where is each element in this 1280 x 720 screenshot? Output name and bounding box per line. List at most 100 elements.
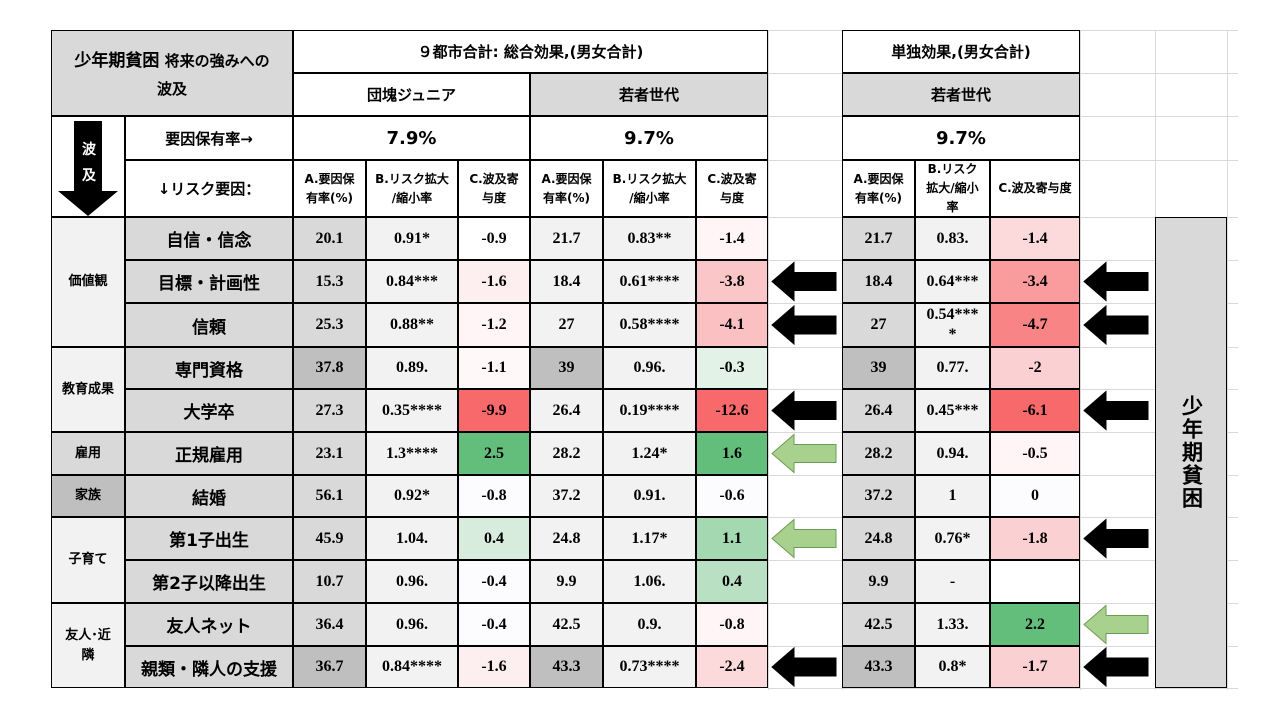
young-risk: 0.73****: [603, 646, 696, 688]
side-label-box: 少年期貧困: [1155, 217, 1227, 688]
young-contribution: 0.4: [696, 560, 768, 603]
dankai-contribution: 2.5: [458, 432, 530, 475]
value: 42.5: [864, 615, 893, 633]
value: 37.8: [315, 359, 344, 376]
factor-name: 専門資格: [125, 347, 293, 389]
single-risk: 0.76*: [915, 517, 990, 560]
factor-name: 自信・信念: [125, 217, 293, 260]
value: -: [949, 572, 956, 590]
young-risk: 0.96.: [603, 347, 696, 389]
col-header-b-dankai-line: B.リスク拡大: [375, 171, 449, 186]
dankai-contribution: -9.9: [458, 389, 530, 432]
category-label: 子育て: [68, 552, 108, 567]
value: -0.4: [481, 572, 507, 590]
risk-label-text: ↓リスク要因：: [157, 180, 261, 198]
left-arrow-icon: [771, 433, 837, 474]
factor-name-text: 結婚: [192, 488, 226, 509]
value: -1.4: [719, 229, 745, 247]
value: 21.7: [552, 229, 581, 247]
left-arrow-icon: [1083, 518, 1149, 559]
young-risk: 0.61****: [603, 260, 696, 303]
young-rate: 42.5: [530, 603, 603, 646]
young-contribution: -2.4: [696, 646, 768, 688]
value: -3.4: [1022, 272, 1048, 290]
dankai-risk: 0.35****: [366, 389, 458, 432]
single-risk: 0.94.: [915, 432, 990, 475]
value: 2.2: [1025, 615, 1045, 633]
factor-name-text: 目標・計画性: [158, 274, 260, 294]
left-arrow-icon: [771, 304, 837, 346]
value: 0.91.: [633, 487, 666, 504]
category-label: 教育成果: [61, 381, 114, 397]
single-risk: 0.77.: [915, 347, 990, 389]
value: 0.88**: [390, 316, 434, 333]
col-header-b-young-line: /縮小率: [629, 190, 670, 205]
dankai-risk: 0.84****: [366, 646, 458, 688]
group-young-label: 若者世代: [618, 86, 679, 104]
value: 0.96.: [396, 572, 428, 590]
value: -0.5: [1022, 444, 1048, 462]
col-header-a-young-line: 有率(%): [542, 190, 590, 205]
rate-dankai: 7.9%: [293, 116, 530, 160]
single-rate: 42.5: [842, 603, 915, 646]
single-rate: 28.2: [842, 432, 915, 475]
dankai-contribution: -0.4: [458, 560, 530, 603]
value: 0.8*: [938, 658, 967, 675]
value: 37.2: [864, 487, 893, 504]
dankai-risk: 1.3****: [366, 432, 458, 475]
value: 23.1: [315, 444, 344, 462]
category-cell: 雇用: [51, 432, 125, 475]
factor-name: 信頼: [125, 303, 293, 347]
young-contribution: -0.8: [696, 603, 768, 646]
single-contribution: -2: [990, 347, 1080, 389]
dankai-rate: 56.1: [293, 475, 366, 517]
young-contribution: -0.3: [696, 347, 768, 389]
category-cell: 友人･近隣: [51, 603, 125, 688]
value-continuation: *: [948, 326, 957, 343]
dankai-rate: 27.3: [293, 389, 366, 432]
col-header-b-single-line: 率: [946, 200, 959, 214]
value: 0.45***: [926, 401, 979, 419]
young-risk: 1.06.: [603, 560, 696, 603]
dankai-contribution: -1.6: [458, 260, 530, 303]
young-rate: 43.3: [530, 646, 603, 688]
value: 0.92*: [394, 487, 430, 504]
young-rate: 21.7: [530, 217, 603, 260]
single-rate: 39: [842, 347, 915, 389]
young-contribution: -0.6: [696, 475, 768, 517]
value: -0.9: [481, 229, 507, 247]
value: 0.4: [722, 572, 742, 590]
total-effect-header: ９都市合計: 総合効果,(男女合計): [293, 30, 768, 73]
single-contribution: -3.4: [990, 260, 1080, 303]
value: 0.96.: [633, 359, 666, 376]
col-header-c-dankai: C.波及寄 与度: [458, 160, 530, 217]
down-arrow-icon: [58, 121, 118, 216]
col-header-c-single: C.波及寄与度: [990, 160, 1080, 217]
young-contribution: -12.6: [696, 389, 768, 432]
single-rate: 26.4: [842, 389, 915, 432]
young-contribution: 1.1: [696, 517, 768, 560]
value: 27.3: [315, 401, 344, 419]
value: 0.96.: [396, 615, 428, 633]
value: 26.4: [552, 401, 581, 419]
single-contribution: -4.7: [990, 303, 1080, 347]
value: 0.19****: [619, 401, 680, 419]
young-rate: 9.9: [530, 560, 603, 603]
young-risk: 0.19****: [603, 389, 696, 432]
dankai-rate: 37.8: [293, 347, 366, 389]
col-header-c-dankai-line: C.波及寄: [469, 171, 519, 186]
value: 36.4: [315, 615, 344, 633]
value: 15.3: [315, 272, 344, 290]
value: -12.6: [715, 401, 749, 419]
value: 1.04.: [396, 529, 428, 547]
left-arrow-icon: [1083, 390, 1149, 431]
value: 0.58****: [619, 316, 680, 333]
category-cell: 家族: [51, 475, 125, 517]
col-header-b-dankai-line: /縮小率: [391, 190, 433, 205]
single-contribution: -1.8: [990, 517, 1080, 560]
value: -1.4: [1022, 229, 1048, 247]
value: 0.64***: [926, 272, 979, 290]
factor-name: 正規雇用: [125, 432, 293, 475]
value: 18.4: [552, 272, 581, 290]
value: 24.8: [552, 529, 581, 547]
